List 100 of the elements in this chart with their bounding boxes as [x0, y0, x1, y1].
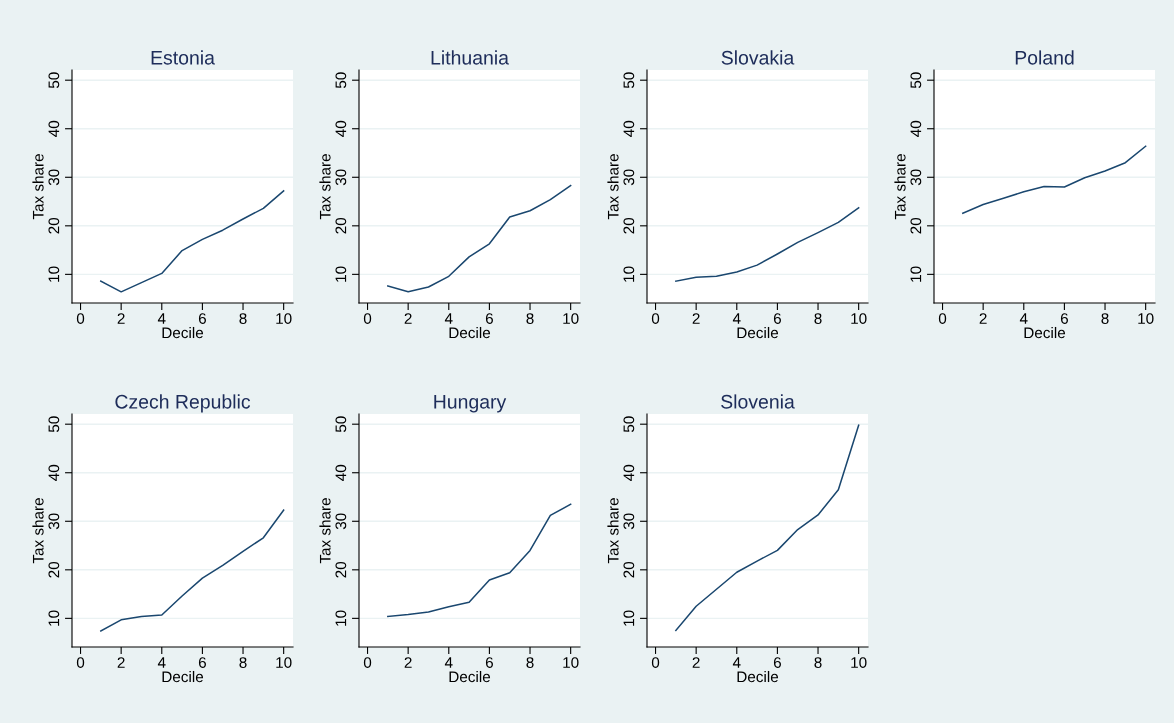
- y-tick-label: 50: [335, 72, 347, 89]
- y-tick-label: 30: [335, 513, 347, 530]
- x-tick-label: 6: [198, 657, 206, 668]
- y-tick-label: 30: [623, 513, 635, 530]
- x-tick-label: 0: [938, 313, 947, 324]
- y-axis-title: Tax share: [894, 154, 906, 220]
- y-tick-label: 10: [623, 610, 635, 626]
- y-tick-label: 50: [623, 72, 635, 89]
- y-tick-label: 10: [48, 266, 60, 282]
- x-tick-label: 10: [276, 313, 292, 324]
- y-tick-label: 10: [910, 266, 922, 282]
- chart-title: Estonia: [151, 50, 215, 65]
- x-tick-label: 8: [526, 313, 534, 324]
- x-tick-label: 4: [157, 657, 166, 668]
- y-tick-label: 50: [335, 416, 347, 433]
- y-axis-title: Tax share: [32, 498, 44, 564]
- x-tick-label: 8: [814, 313, 822, 324]
- y-tick-label: 50: [48, 416, 60, 433]
- y-tick-label: 40: [48, 464, 60, 481]
- y-tick-label: 20: [335, 217, 347, 234]
- y-tick-label: 20: [623, 561, 635, 578]
- x-axis-title: Decile: [449, 670, 491, 683]
- line-series: [387, 184, 572, 293]
- y-axis-title: Tax share: [319, 498, 331, 564]
- x-tick-label: 0: [363, 657, 372, 668]
- chart-title: Slovakia: [721, 50, 795, 65]
- y-tick-label: 10: [48, 610, 60, 626]
- y-tick-label: 40: [335, 120, 347, 137]
- x-tick-label: 4: [732, 313, 741, 324]
- line-series: [675, 424, 860, 632]
- y-tick-label: 40: [335, 464, 347, 481]
- x-tick-label: 6: [773, 657, 781, 668]
- x-tick-label: 0: [76, 313, 85, 324]
- y-tick-label: 10: [335, 266, 347, 282]
- y-axis-title: Tax share: [32, 154, 44, 220]
- y-tick-label: 40: [623, 120, 635, 137]
- y-axis-title: Tax share: [607, 498, 619, 564]
- y-tick-label: 20: [335, 561, 347, 578]
- x-tick-label: 4: [732, 657, 741, 668]
- y-tick-label: 50: [623, 416, 635, 433]
- x-tick-label: 10: [563, 313, 579, 324]
- x-axis-title: Decile: [449, 326, 491, 339]
- line-series: [100, 190, 285, 293]
- y-tick-label: 50: [48, 72, 60, 89]
- x-tick-label: 10: [276, 657, 292, 668]
- y-tick-label: 20: [48, 561, 60, 578]
- y-tick-label: 20: [623, 217, 635, 234]
- line-series: [387, 503, 572, 618]
- chart-title: Czech Republic: [115, 394, 251, 413]
- x-tick-label: 6: [485, 657, 493, 668]
- y-tick-label: 40: [623, 464, 635, 481]
- y-tick-label: 10: [335, 610, 347, 626]
- x-tick-label: 8: [239, 313, 247, 324]
- chart-title: Slovenia: [721, 394, 795, 409]
- y-tick-label: 50: [910, 72, 922, 89]
- x-tick-label: 0: [76, 657, 85, 668]
- x-tick-label: 0: [363, 313, 372, 324]
- line-series: [675, 207, 860, 282]
- line-series: [962, 145, 1147, 214]
- y-tick-label: 30: [335, 169, 347, 186]
- x-tick-label: 4: [444, 313, 453, 324]
- y-tick-label: 40: [910, 120, 922, 137]
- x-tick-label: 4: [444, 657, 453, 668]
- x-tick-label: 2: [404, 657, 412, 668]
- x-tick-label: 2: [692, 313, 700, 324]
- x-tick-label: 2: [117, 313, 125, 324]
- x-tick-label: 10: [563, 657, 579, 668]
- x-axis-title: Decile: [737, 670, 779, 683]
- line-series: [100, 509, 285, 632]
- x-axis-title: Decile: [737, 326, 779, 339]
- x-tick-label: 0: [651, 313, 660, 324]
- y-tick-label: 30: [48, 169, 60, 186]
- x-axis-title: Decile: [1024, 326, 1066, 339]
- x-tick-label: 10: [851, 657, 867, 668]
- x-axis-title: Decile: [162, 326, 204, 339]
- y-tick-label: 20: [48, 217, 60, 234]
- x-tick-label: 6: [773, 313, 781, 324]
- y-tick-label: 30: [48, 513, 60, 530]
- x-tick-label: 2: [692, 657, 700, 668]
- y-tick-label: 20: [910, 217, 922, 234]
- x-tick-label: 4: [1019, 313, 1028, 324]
- chart-title: Lithuania: [431, 50, 509, 65]
- y-tick-label: 30: [623, 169, 635, 186]
- x-tick-label: 8: [814, 657, 822, 668]
- x-tick-label: 8: [239, 657, 247, 668]
- x-tick-label: 6: [1060, 313, 1068, 324]
- x-tick-label: 2: [117, 657, 125, 668]
- x-tick-label: 10: [851, 313, 867, 324]
- y-tick-label: 30: [910, 169, 922, 186]
- chart-title: Poland: [1015, 50, 1074, 65]
- chart-title: Hungary: [434, 395, 507, 413]
- x-tick-label: 6: [198, 313, 206, 324]
- x-tick-label: 8: [526, 657, 534, 668]
- y-axis-title: Tax share: [607, 154, 619, 220]
- y-tick-label: 40: [48, 120, 60, 137]
- x-tick-label: 4: [157, 313, 166, 324]
- y-tick-label: 10: [623, 266, 635, 282]
- x-tick-label: 2: [979, 313, 987, 324]
- x-axis-title: Decile: [162, 670, 204, 683]
- x-tick-label: 2: [404, 313, 412, 324]
